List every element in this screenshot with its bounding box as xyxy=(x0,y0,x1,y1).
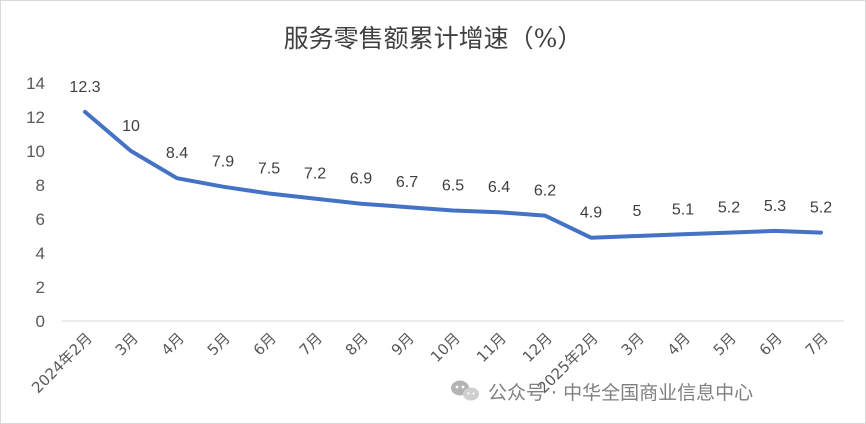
x-tick-label: 10月 xyxy=(427,329,464,366)
x-tick-label: 7月 xyxy=(802,329,832,359)
data-label: 6.2 xyxy=(534,183,556,200)
wechat-icon xyxy=(451,380,479,401)
watermark: 公众号 · 中华全国商业信息中心 xyxy=(451,380,753,404)
x-tick-label: 9月 xyxy=(388,329,418,359)
data-label: 6.7 xyxy=(396,174,418,191)
x-tick-label: 5月 xyxy=(204,329,234,359)
y-tick-label: 14 xyxy=(26,74,45,93)
data-label: 6.9 xyxy=(350,171,372,188)
data-label: 10 xyxy=(122,118,140,135)
x-tick-label: 6月 xyxy=(756,329,786,359)
y-tick-label: 8 xyxy=(36,176,45,195)
series-line xyxy=(83,109,823,240)
y-tick-label: 2 xyxy=(36,278,45,297)
x-tick-label: 3月 xyxy=(618,329,648,359)
x-tick-label: 4月 xyxy=(664,329,694,359)
y-axis: 0 2 4 6 8 10 12 14 xyxy=(26,74,45,331)
y-tick-label: 6 xyxy=(36,210,45,229)
data-label: 8.4 xyxy=(166,145,188,162)
data-label: 5.1 xyxy=(672,201,694,218)
data-label: 4.9 xyxy=(580,205,602,222)
chart-title: 服务零售额累计增速（%） xyxy=(284,24,583,53)
x-tick-label: 2024年2月 xyxy=(28,329,96,397)
data-label: 7.5 xyxy=(258,161,280,178)
data-label: 5 xyxy=(633,203,642,220)
data-label: 6.4 xyxy=(488,179,510,196)
data-label: 12.3 xyxy=(69,79,100,96)
x-tick-label: 4月 xyxy=(158,329,188,359)
x-tick-label: 12月 xyxy=(519,329,556,366)
data-label: 5.2 xyxy=(718,200,740,217)
x-tick-label: 7月 xyxy=(296,329,326,359)
data-label: 6.5 xyxy=(442,178,464,195)
y-tick-label: 10 xyxy=(26,142,45,161)
data-label: 7.2 xyxy=(304,166,326,183)
data-label: 7.9 xyxy=(212,154,234,171)
x-tick-label: 6月 xyxy=(250,329,280,359)
x-tick-label: 11月 xyxy=(473,329,510,366)
x-tick-label: 5月 xyxy=(710,329,740,359)
data-labels: 12.3 10 8.4 7.9 7.5 7.2 6.9 6.7 6.5 6.4 6.2 4.9 5 5.1… xyxy=(69,79,832,222)
data-label: 5.3 xyxy=(764,198,786,215)
data-label: 5.2 xyxy=(810,200,832,217)
y-tick-label: 12 xyxy=(26,108,45,127)
y-tick-label: 4 xyxy=(36,244,45,263)
y-tick-label: 0 xyxy=(36,312,45,331)
watermark-text: 公众号 · 中华全国商业信息中心 xyxy=(488,382,753,404)
x-tick-label: 3月 xyxy=(112,329,142,359)
x-tick-label: 8月 xyxy=(342,329,372,359)
